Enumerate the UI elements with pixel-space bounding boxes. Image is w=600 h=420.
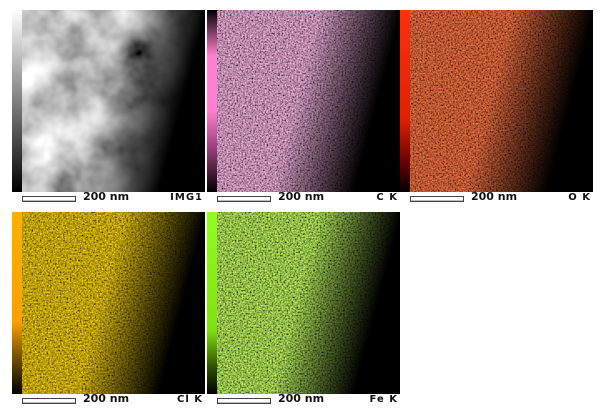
scale-bar-label: 200 nm bbox=[471, 190, 518, 203]
element-label: IMG1 bbox=[170, 192, 203, 203]
scale-bar-label: 200 nm bbox=[278, 392, 325, 405]
map-panel: 200 nm Fe K bbox=[207, 212, 400, 417]
element-label: C K bbox=[376, 192, 398, 203]
element-label: Fe K bbox=[369, 394, 398, 405]
scale-bar bbox=[22, 398, 76, 404]
element-map-image bbox=[12, 10, 205, 192]
map-panel: 200 nm Cl K bbox=[12, 212, 205, 417]
color-scale-bar bbox=[12, 10, 22, 192]
color-scale-bar bbox=[207, 212, 217, 394]
map-panel: 200 nm O K bbox=[400, 10, 593, 215]
color-scale-bar bbox=[12, 212, 22, 394]
scale-bar-label: 200 nm bbox=[278, 190, 325, 203]
scale-bar-label: 200 nm bbox=[83, 392, 130, 405]
element-map-image bbox=[207, 212, 400, 394]
element-label: Cl K bbox=[177, 394, 203, 405]
element-map-image bbox=[400, 10, 593, 192]
scale-bar bbox=[22, 196, 76, 202]
color-scale-bar bbox=[207, 10, 217, 192]
map-panel: 200 nm IMG1 bbox=[12, 10, 205, 215]
scale-bar-label: 200 nm bbox=[83, 190, 130, 203]
scale-bar bbox=[217, 196, 271, 202]
element-map-image bbox=[12, 212, 205, 394]
element-map-image bbox=[207, 10, 400, 192]
map-panel: 200 nm C K bbox=[207, 10, 400, 215]
color-scale-bar bbox=[400, 10, 410, 192]
scale-bar bbox=[217, 398, 271, 404]
scale-bar bbox=[410, 196, 464, 202]
element-label: O K bbox=[568, 192, 591, 203]
